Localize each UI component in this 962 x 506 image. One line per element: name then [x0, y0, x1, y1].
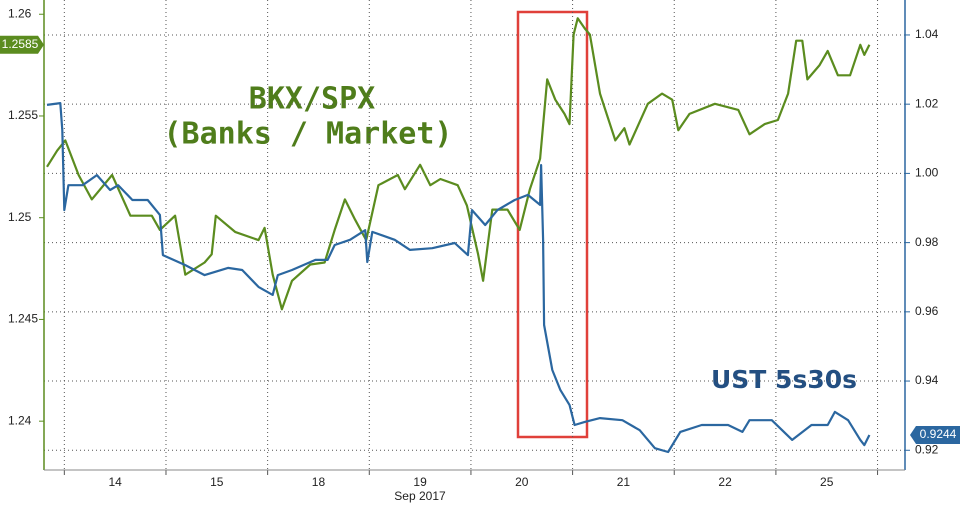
line-series: [46, 102, 871, 454]
y2-tick-label: 0.92: [915, 442, 939, 456]
x-tick-label: 15: [210, 475, 224, 489]
y2-tick-label: 1.04: [915, 27, 939, 41]
y2-tick-label: 1.02: [915, 96, 939, 110]
y-tick-label: 1.26: [8, 6, 32, 20]
x-axis-label: Sep 2017: [394, 489, 446, 503]
x-tick-label: 21: [617, 475, 631, 489]
y-tick-label: 1.245: [8, 312, 38, 326]
x-tick-label: 20: [515, 475, 529, 489]
y2-tick-label: 0.98: [915, 235, 939, 249]
x-tick-label: 25: [820, 475, 834, 489]
x-tick-label: 18: [312, 475, 326, 489]
x-tick-label: 22: [718, 475, 732, 489]
y2-tick-label: 0.96: [915, 304, 939, 318]
y2-tick-label: 0.94: [915, 373, 939, 387]
annotation: BKX/SPX: [249, 82, 375, 117]
plot-layer: 1.04 1.02 1.00 0.98 0.96 0.94 0.92 1.26 1.255 1.2…: [0, 0, 960, 489]
annotation: UST 5s30s: [711, 365, 857, 394]
y-tick-label: 1.255: [8, 108, 38, 122]
x-tick-label: 19: [413, 475, 427, 489]
y-tick-label: 1.25: [8, 210, 32, 224]
y2-tick-label: 1.00: [915, 166, 939, 180]
last-value-label: 1.2585: [2, 37, 39, 51]
y-tick-label: 1.24: [8, 413, 32, 427]
annotation: (Banks / Market): [164, 117, 453, 152]
last-value-badge: [0, 35, 44, 54]
last-value-badge: [910, 426, 960, 445]
line-series: [46, 17, 871, 311]
last-value-label: 0.9244: [920, 427, 957, 441]
highlight-box: [516, 10, 589, 439]
x-tick-label: 14: [108, 475, 122, 489]
